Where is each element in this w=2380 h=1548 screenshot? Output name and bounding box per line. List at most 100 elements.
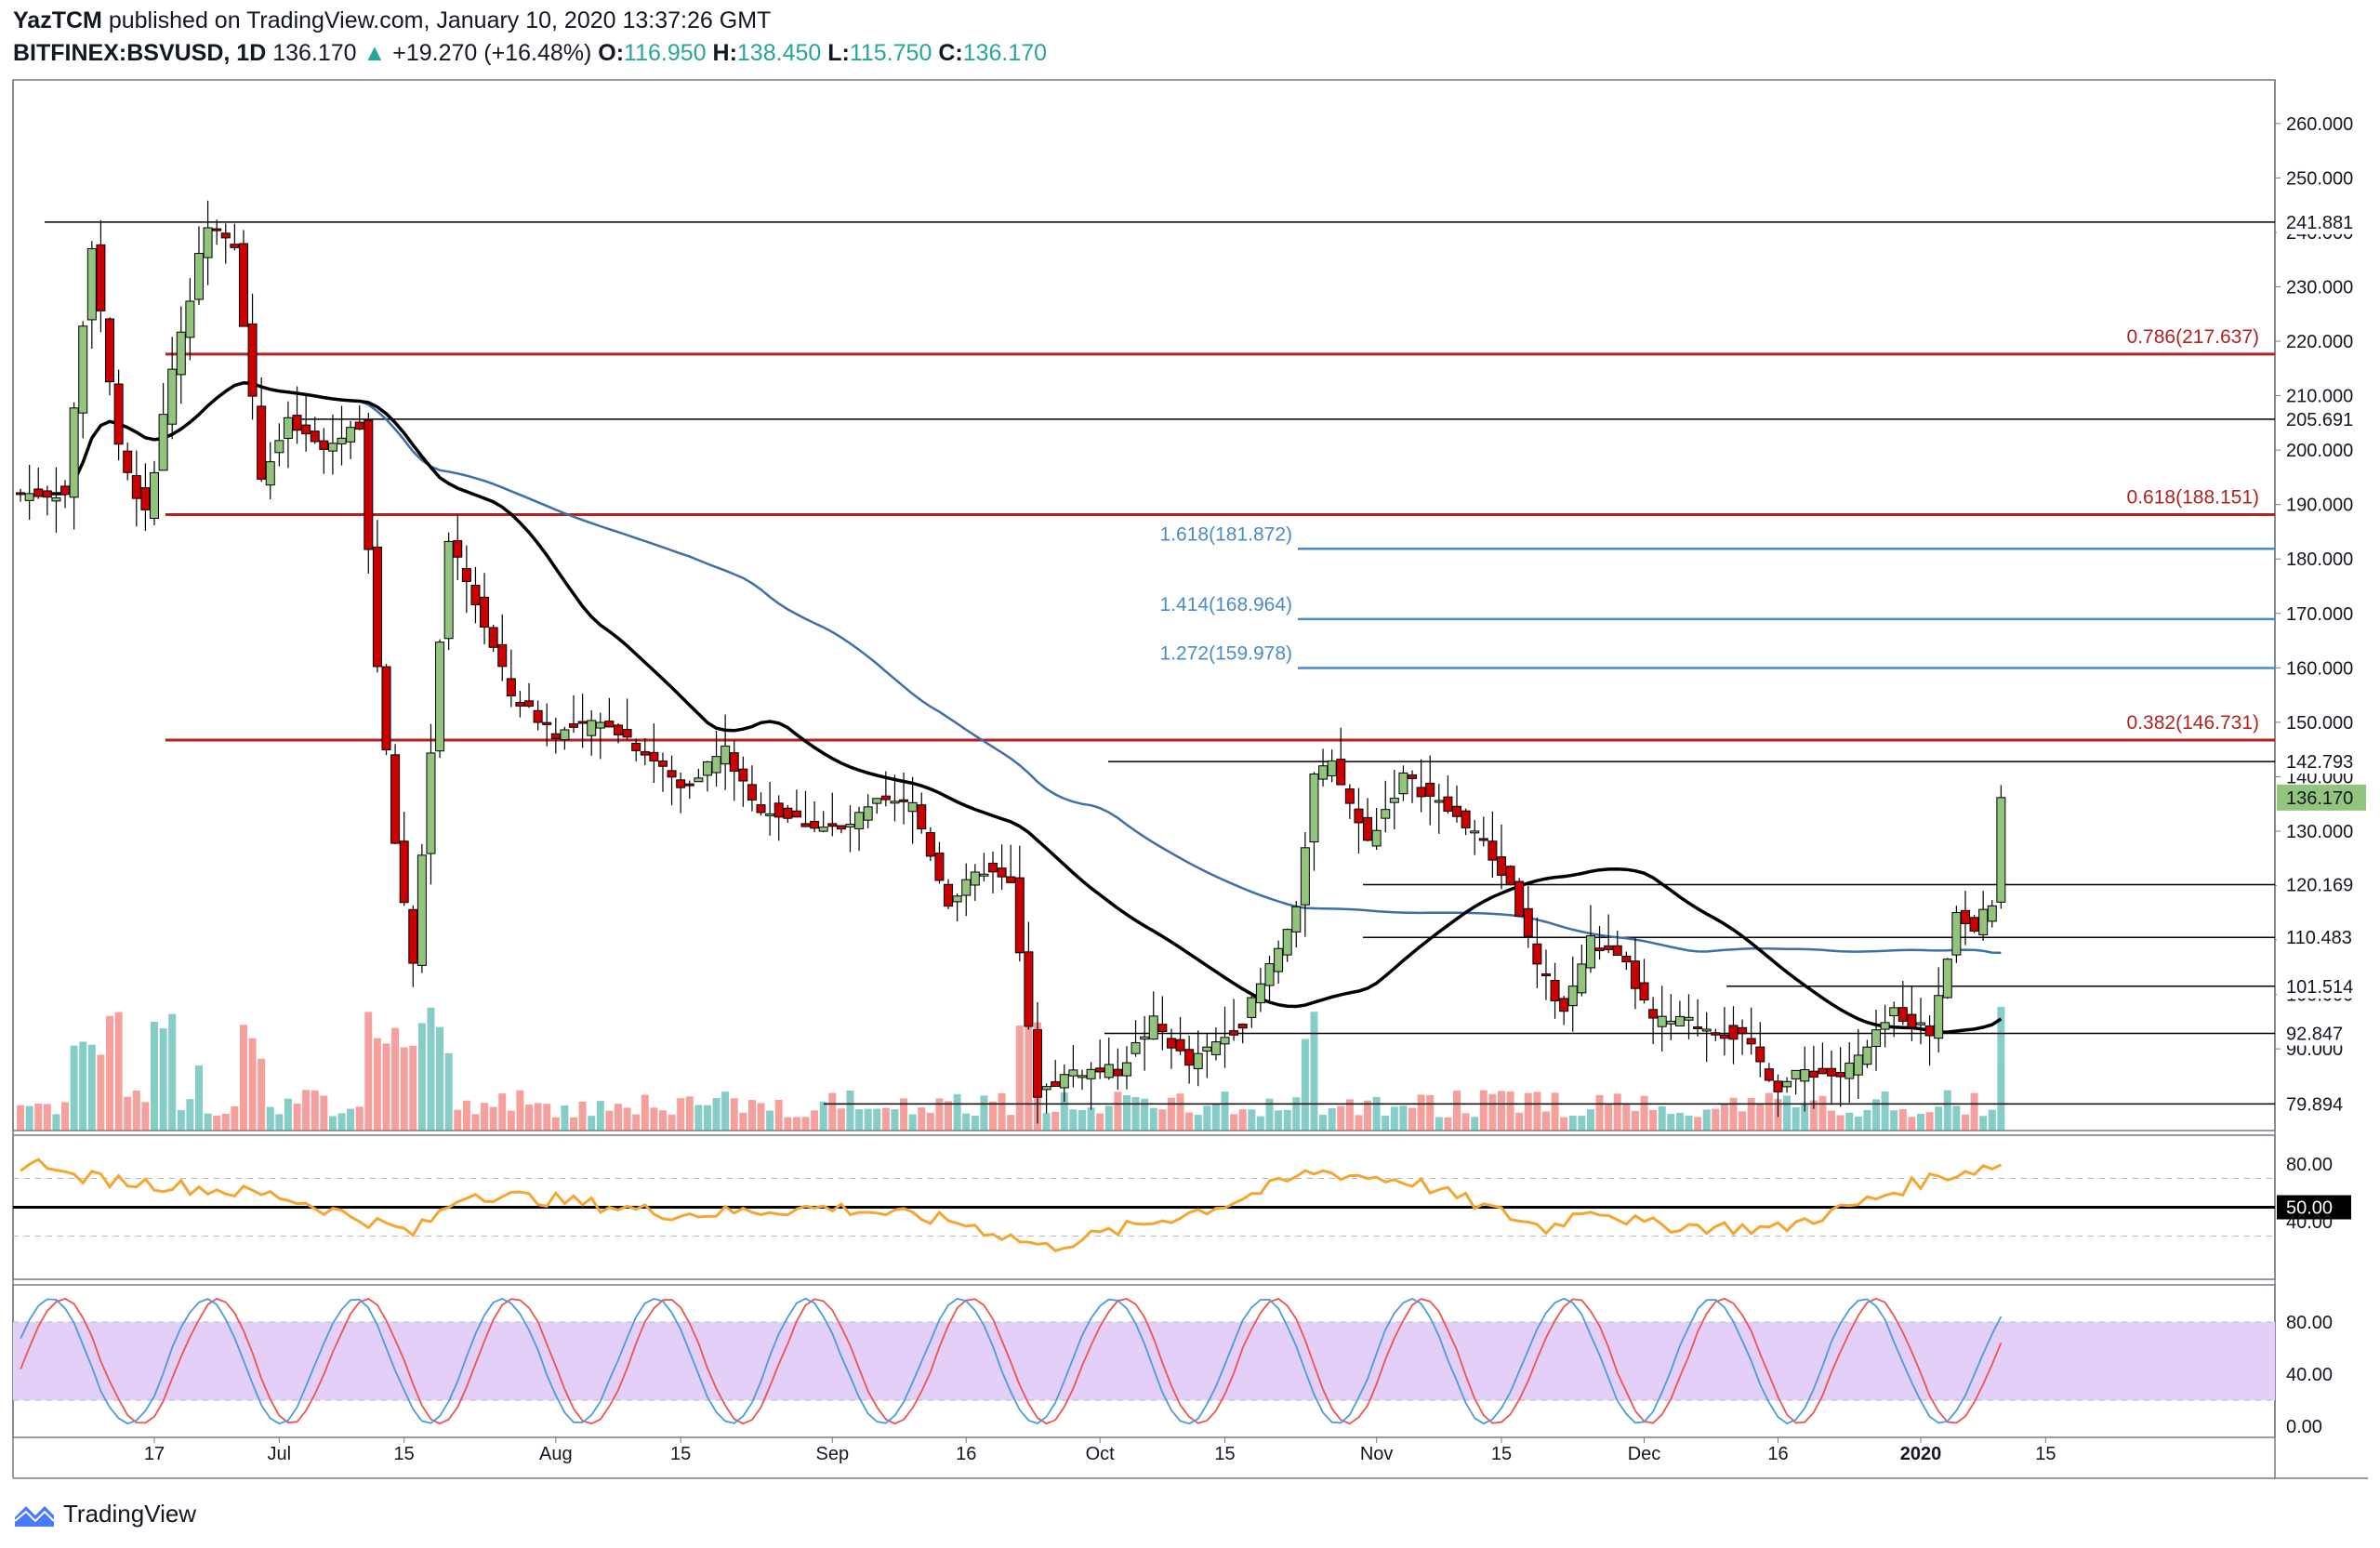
level-label: 79.894 [2286, 1094, 2343, 1115]
level-label: 142.793 [2286, 752, 2353, 773]
candle-body [1496, 856, 1506, 876]
volume-bar [320, 1095, 328, 1131]
candle-body [1255, 983, 1265, 1004]
candle-body [1121, 1062, 1131, 1077]
candle-body [488, 627, 498, 648]
candle-body [863, 806, 873, 821]
volume-bar [1141, 1098, 1149, 1131]
candle-body [257, 405, 267, 480]
rsi-value-box [2277, 1195, 2351, 1220]
volume-bar [828, 1092, 837, 1131]
candle-body [1478, 838, 1488, 841]
volume-bar [1399, 1105, 1408, 1131]
candle-body [711, 756, 721, 774]
candle-body [1318, 765, 1329, 780]
candle-body [1175, 1039, 1185, 1052]
candle-body [1452, 805, 1462, 817]
volume-bar [1194, 1115, 1202, 1131]
y-tick-label: 250.000 [2286, 168, 2353, 189]
volume-bar [79, 1041, 87, 1131]
volume-bar [1185, 1112, 1194, 1131]
volume-bar [1479, 1090, 1488, 1131]
volume-bar [1345, 1099, 1354, 1131]
volume-bar [1337, 1105, 1345, 1131]
volume-bar [721, 1092, 730, 1131]
volume-bar [846, 1090, 854, 1131]
candle-body [1443, 796, 1453, 813]
candle-body [1077, 1075, 1087, 1078]
volume-bar [784, 1117, 792, 1131]
candle-body [337, 437, 347, 444]
volume-bar [1426, 1094, 1435, 1131]
volume-bar [1506, 1091, 1514, 1131]
candle-body [1684, 1016, 1694, 1021]
candle-body [354, 421, 364, 430]
volume-bar [1747, 1097, 1755, 1131]
volume-bar [614, 1104, 622, 1131]
volume-bar [1131, 1097, 1140, 1131]
candle-body [1782, 1080, 1792, 1088]
tradingview-logo-icon[interactable] [13, 1501, 56, 1528]
price-pane [12, 79, 2276, 1131]
volume-bar [1631, 1110, 1639, 1131]
volume-bar [1211, 1104, 1220, 1131]
candle-body [925, 832, 935, 857]
candle-body [1693, 1026, 1703, 1030]
volume-bar [1979, 1116, 1988, 1131]
candle-body [1344, 788, 1355, 804]
level-label: 92.847 [2286, 1025, 2343, 1045]
candle-body [381, 666, 391, 750]
author-name[interactable]: YazTCM [13, 7, 102, 33]
candle-body [560, 729, 570, 741]
candle-body [1835, 1072, 1845, 1078]
candle-body [1193, 1052, 1203, 1069]
volume-bar [1917, 1113, 1924, 1131]
volume-bar [605, 1110, 614, 1131]
candle-body [1157, 1024, 1168, 1032]
volume-bar [177, 1110, 185, 1131]
candle-body [416, 854, 427, 966]
candle-body [1880, 1022, 1890, 1030]
volume-bar [1881, 1091, 1889, 1131]
volume-bar [1595, 1094, 1604, 1131]
volume-bar [570, 1117, 578, 1131]
candle-body [997, 867, 1007, 878]
candle-body [1024, 951, 1034, 1027]
volume-bar [864, 1108, 872, 1131]
candle-body [1844, 1062, 1855, 1079]
candle-body [1559, 998, 1569, 1012]
volume-bar [284, 1098, 292, 1131]
candle-body [818, 827, 828, 832]
volume-bar [1310, 1012, 1318, 1131]
volume-bar [1551, 1092, 1559, 1131]
volume-bar [417, 1023, 426, 1131]
publish-line: YazTCM published on TradingView.com, Jan… [13, 7, 771, 34]
candle-body [1853, 1054, 1863, 1076]
volume-bar [168, 1013, 177, 1131]
volume-bar [454, 1109, 462, 1131]
volume-bar [382, 1043, 390, 1131]
candle-body [1264, 963, 1275, 986]
candle-body [1871, 1029, 1882, 1048]
candle-body [649, 751, 659, 761]
stoch-tick-label: 40.00 [2286, 1365, 2333, 1385]
fib-retracement-label: 0.618(188.151) [2127, 487, 2259, 509]
candle-body [729, 752, 739, 772]
rsi-tick-label: 80.00 [2286, 1155, 2333, 1175]
volume-bar [52, 1114, 60, 1131]
volume-bar [1578, 1116, 1586, 1131]
volume-bar [1925, 1112, 1934, 1131]
y-tick-label: 200.000 [2286, 441, 2353, 461]
tradingview-brand[interactable]: TradingView [63, 1500, 197, 1528]
volume-series [17, 1006, 2005, 1131]
candle-body [158, 414, 168, 471]
volume-bar [1970, 1092, 1978, 1131]
candle-body [1282, 929, 1292, 956]
volume-bar [1756, 1103, 1765, 1131]
symbol-label[interactable]: BITFINEX:BSVUSD, 1D [13, 40, 267, 66]
volume-bar [471, 1114, 480, 1131]
volume-bar [1382, 1115, 1390, 1131]
candle-body [1006, 876, 1016, 883]
volume-bar [1230, 1114, 1238, 1131]
